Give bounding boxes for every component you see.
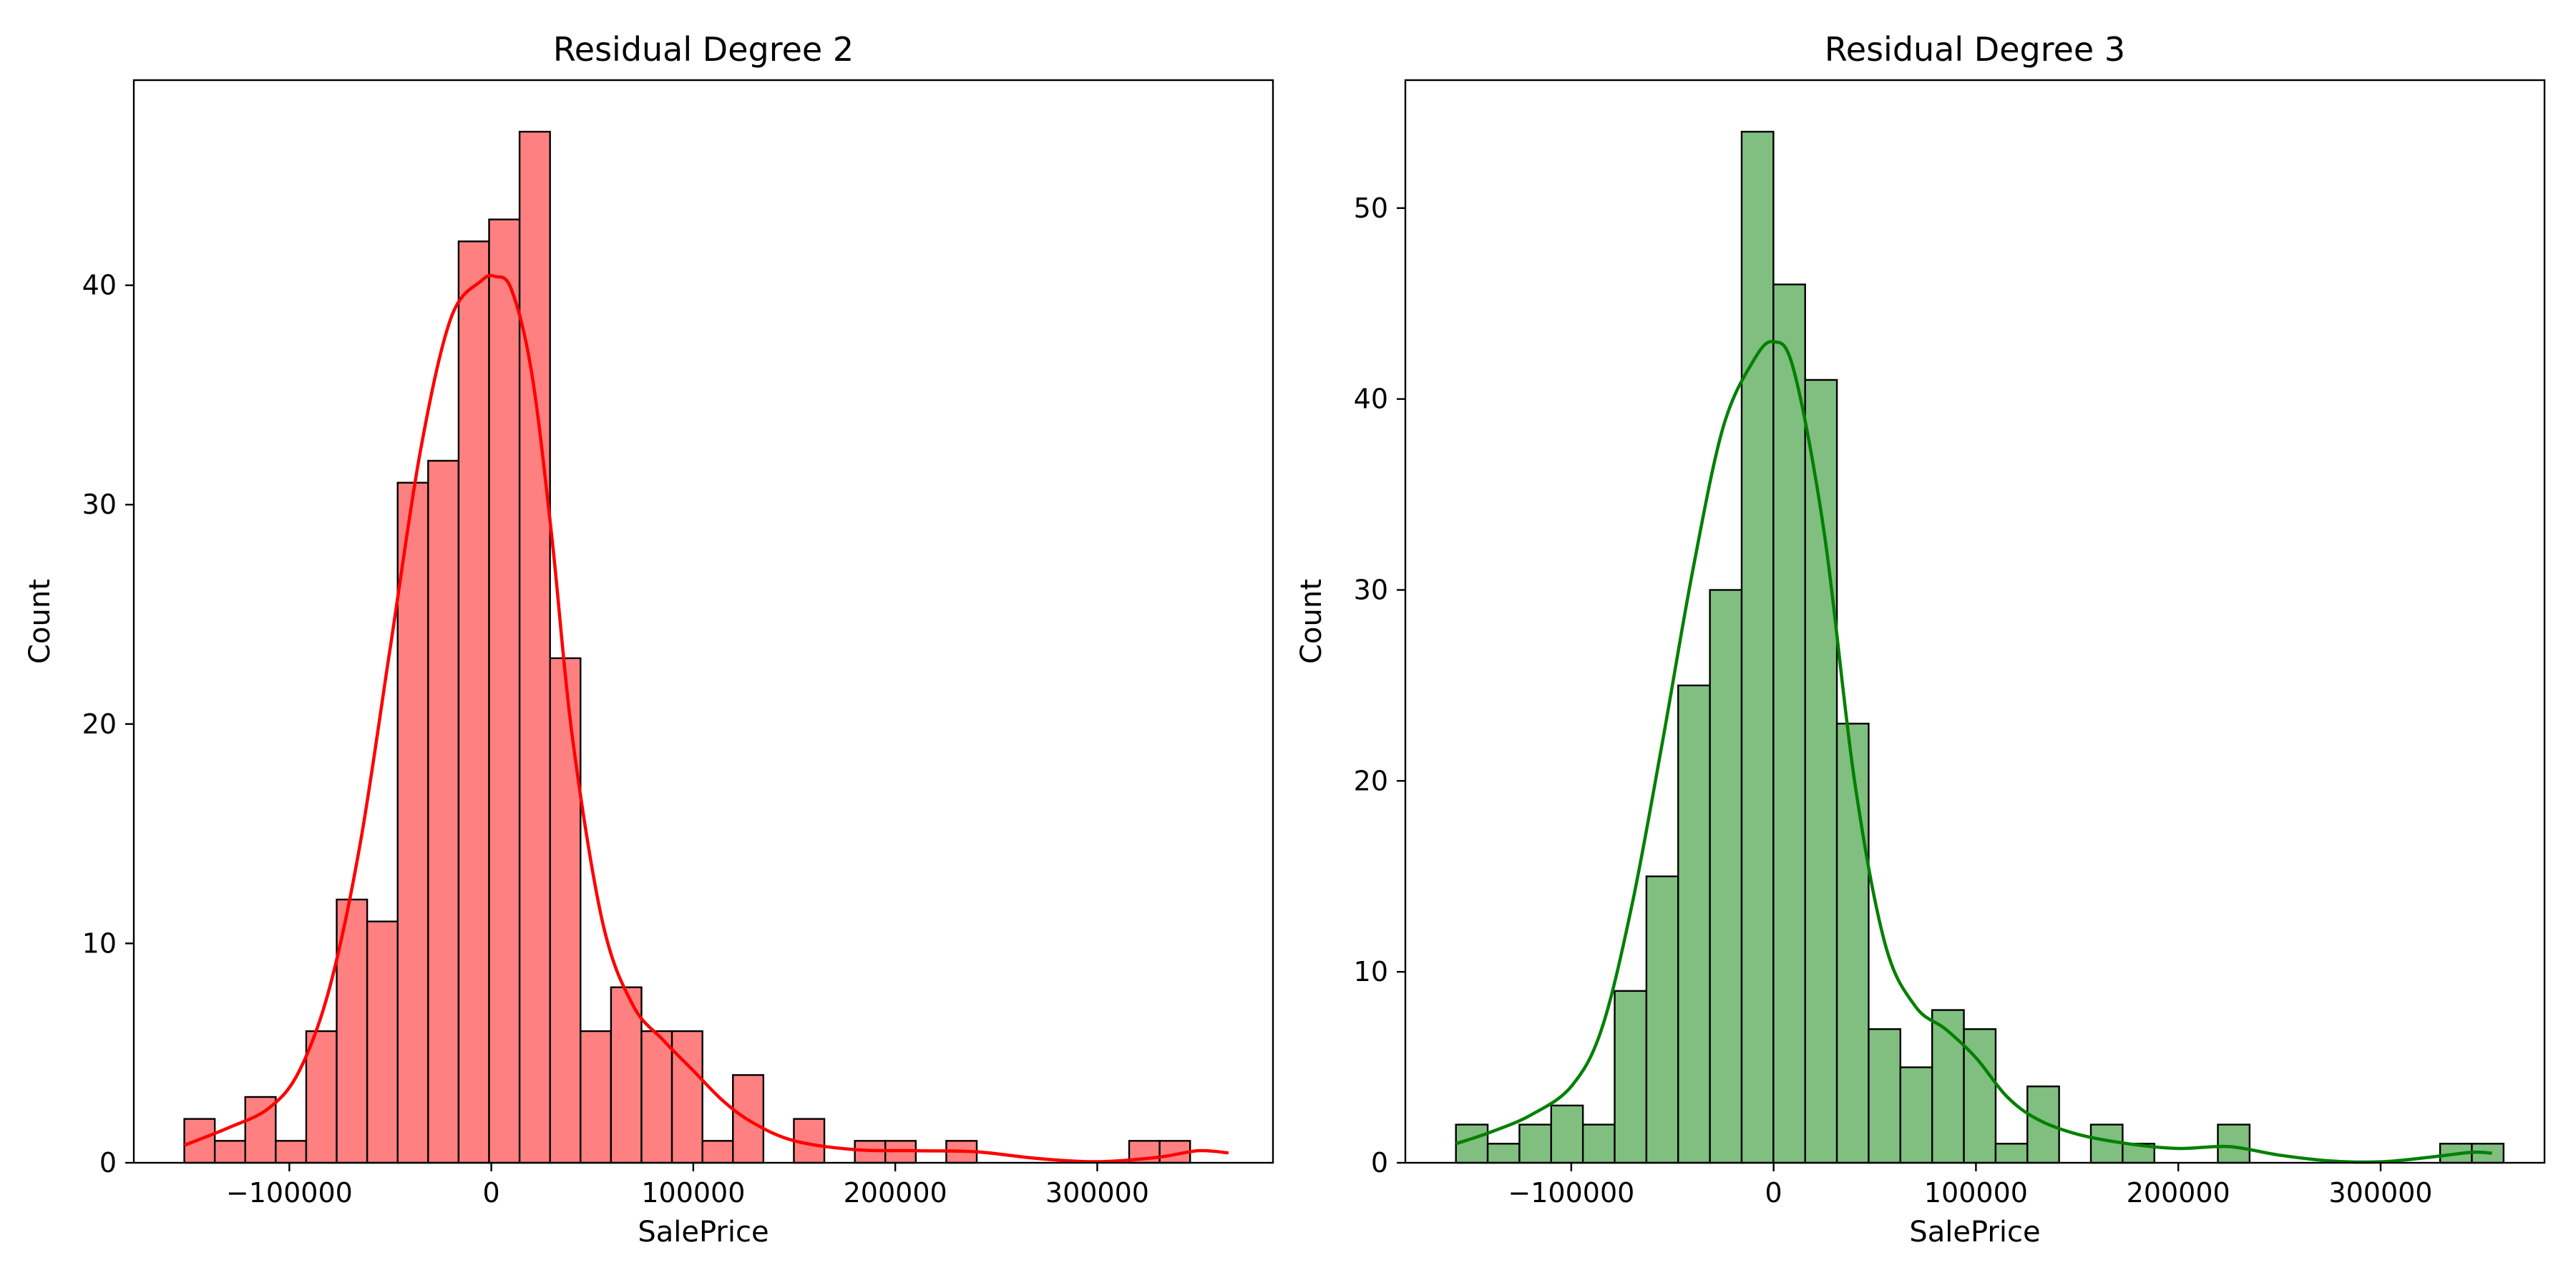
x-tick-label: 300000	[1045, 1177, 1149, 1209]
histogram-bar	[1550, 1104, 1584, 1164]
y-tick-label: 20	[1354, 765, 1388, 796]
x-axis-label: SalePrice	[638, 1216, 769, 1249]
histogram-bar	[1994, 1143, 2029, 1164]
histogram-bar	[518, 130, 551, 1164]
x-tick-label: 200000	[2127, 1177, 2230, 1209]
x-tick-label: 100000	[1924, 1177, 2028, 1209]
chart-title: Residual Degree 2	[553, 30, 854, 69]
histogram-bar	[1835, 723, 1870, 1164]
y-tick-label: 40	[82, 270, 117, 301]
x-tick-label: 0	[483, 1177, 500, 1209]
kde-curve	[183, 273, 1229, 1163]
y-tick-label: 0	[1371, 1147, 1388, 1179]
histogram-bar	[640, 1030, 673, 1164]
histogram-bar	[701, 1140, 734, 1164]
histogram-bar	[213, 1140, 246, 1164]
histogram-bar	[457, 240, 490, 1164]
y-tick-label: 0	[99, 1147, 117, 1179]
histogram-bar	[305, 1030, 338, 1164]
x-tick-label: 0	[1765, 1177, 1782, 1209]
y-tick-label: 40	[1354, 384, 1388, 415]
histogram-bar	[1772, 283, 1806, 1164]
x-tick-label: 300000	[2328, 1177, 2432, 1209]
histogram-panel-degree-2: −100000 0 100000 200000 300000 0 10 20 30 40 Resid…	[24, 30, 1274, 1249]
histogram-bar	[1581, 1123, 1616, 1164]
histogram-bar	[1709, 589, 1743, 1164]
histogram-bar	[2217, 1123, 2251, 1164]
y-tick-label: 10	[82, 927, 117, 959]
histogram-panel-degree-3: −100000 0 100000 200000 300000 0 10 20 30 40 50 Res…	[1295, 30, 2546, 1249]
x-axis-label: SalePrice	[1909, 1216, 2040, 1249]
kde-curve	[1455, 340, 2492, 1164]
histogram-bar	[2026, 1085, 2060, 1164]
histogram-bar	[1868, 1028, 1902, 1164]
y-tick-label: 20	[82, 708, 117, 740]
histogram-bar	[427, 459, 460, 1164]
histogram-bar	[275, 1140, 308, 1164]
histogram-bar	[1677, 684, 1711, 1164]
histogram-bar	[1645, 875, 1679, 1164]
y-axis-label: Count	[24, 579, 57, 664]
histogram-bar	[670, 1030, 703, 1164]
axes-frame	[1404, 79, 2546, 1164]
y-tick-label: 30	[82, 489, 117, 520]
histogram-bar	[1899, 1066, 1933, 1164]
y-tick-label: 50	[1354, 192, 1388, 224]
histogram-bar	[580, 1030, 613, 1164]
histogram-bar	[549, 657, 582, 1164]
histogram-bar	[1614, 990, 1648, 1164]
histogram-bar	[366, 920, 399, 1164]
x-tick-label: 100000	[641, 1177, 745, 1209]
y-axis-label: Count	[1295, 579, 1328, 664]
histogram-bar	[1518, 1123, 1552, 1164]
histogram-bar	[1486, 1143, 1521, 1164]
histogram-bar	[1804, 379, 1838, 1164]
histogram-bar	[1931, 1009, 1965, 1164]
axes-frame	[132, 79, 1274, 1164]
x-tick-label: 200000	[844, 1177, 947, 1209]
histogram-bar	[396, 482, 429, 1164]
y-tick-label: 30	[1354, 574, 1388, 605]
histogram-bar	[1740, 130, 1775, 1164]
x-tick-label: −100000	[1508, 1177, 1634, 1209]
histogram-bar	[488, 218, 521, 1164]
x-tick-label: −100000	[226, 1177, 353, 1209]
y-tick-label: 10	[1354, 956, 1388, 987]
chart-title: Residual Degree 3	[1825, 30, 2125, 69]
histogram-bar	[1963, 1028, 1997, 1164]
